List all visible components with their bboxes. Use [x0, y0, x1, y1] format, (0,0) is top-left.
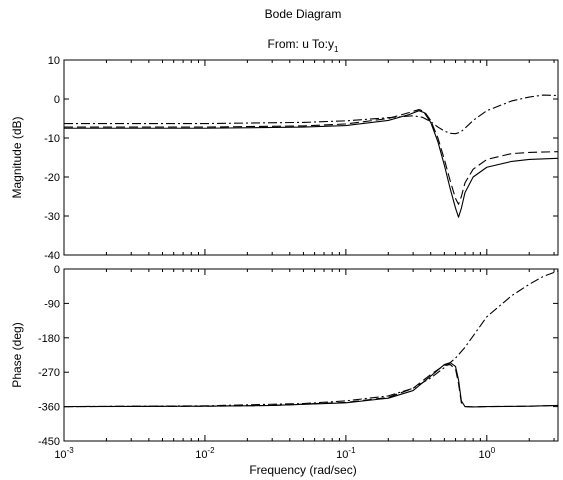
- chart-subtitle-subscript: 1: [334, 45, 339, 54]
- panel-1: 10 0 -10 -20 -30 -40 Magnitude (dB): [10, 55, 559, 262]
- series-dashed-line: [64, 364, 558, 408]
- y-tick-label: -90: [44, 298, 60, 310]
- y-tick-label: -270: [38, 367, 60, 379]
- x-axis-label: Frequency (rad/sec): [249, 463, 356, 477]
- y-tick-label: 0: [54, 264, 60, 276]
- x-tick-label-base: 10: [478, 449, 490, 461]
- x-tick-label-base: 10: [195, 449, 207, 461]
- chart-subtitle-main: From: u To:y: [268, 37, 334, 51]
- series-dashdot-line: [64, 94, 558, 135]
- x-tick-label-exponent: -1: [348, 446, 356, 455]
- series-group: [64, 94, 558, 218]
- y-tick-label: 10: [48, 55, 60, 67]
- y-axis-label: Magnitude (dB): [10, 116, 24, 198]
- y-axis-label: Phase (deg): [10, 322, 24, 387]
- x-tick-label-base: 10: [54, 449, 66, 461]
- y-tick-label: -450: [38, 436, 60, 448]
- series-dashdot-line: [64, 270, 558, 408]
- x-tick-label-exponent: 0: [491, 446, 496, 455]
- y-tick-label: -180: [38, 333, 60, 345]
- x-tick-label-base: 10: [336, 449, 348, 461]
- y-tick-label: -360: [38, 402, 60, 414]
- chart-title: Bode Diagram: [265, 7, 342, 21]
- panel-frame: [63, 268, 559, 442]
- chart-subtitle: From: u To:y1: [268, 37, 339, 54]
- series-solid-line: [64, 362, 558, 408]
- y-tick-label: -30: [44, 211, 60, 223]
- x-tick-label-exponent: -2: [207, 446, 215, 455]
- x-tick-label: 10-2: [195, 446, 215, 461]
- series-dashed-line: [64, 108, 558, 205]
- y-tick-label: -20: [44, 172, 60, 184]
- panel-frame: [63, 59, 559, 256]
- y-tick-label: -10: [44, 133, 60, 145]
- x-tick-label: 100: [478, 446, 495, 461]
- x-tick-label: 10-1: [336, 446, 356, 461]
- series-solid-line: [64, 110, 558, 218]
- y-tick-label: -40: [44, 250, 60, 262]
- y-tick-label: 0: [54, 94, 60, 106]
- panel-2: 0 -90 -180 -270 -360 -450 Phase (deg): [10, 264, 559, 448]
- series-group: [64, 270, 558, 408]
- x-tick-label: 10-3: [54, 446, 74, 461]
- x-tick-label-exponent: -3: [67, 446, 75, 455]
